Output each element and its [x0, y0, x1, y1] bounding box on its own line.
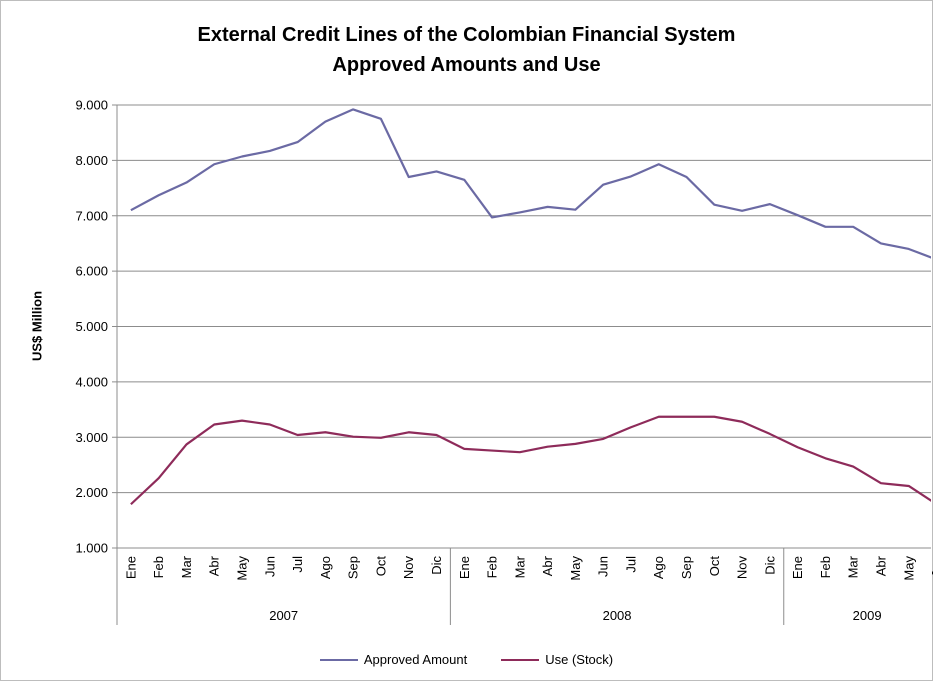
x-tick-label-month: Mar	[512, 555, 527, 578]
legend-label-approved: Approved Amount	[363, 652, 468, 667]
x-tick-label-month: Jul	[623, 556, 638, 573]
chart-title-line-2: Approved Amounts and Use	[332, 54, 601, 76]
x-tick-label-month: Oct	[373, 556, 388, 577]
legend-item-approved: Approved Amount	[319, 652, 468, 667]
y-tick-label: 1.000	[75, 541, 108, 556]
series-line-use-stock	[130, 415, 931, 506]
x-tick-label-month: Feb	[818, 556, 833, 578]
gridlines	[117, 104, 931, 549]
x-tick-label-month: Jun	[596, 556, 611, 577]
y-tick-label: 6.000	[75, 264, 108, 279]
legend-swatch-approved	[319, 658, 358, 661]
x-tick-label-month: Nov	[735, 556, 750, 580]
x-tick-label-month: Abr	[207, 555, 222, 576]
x-tick-label-month: Jun	[262, 556, 277, 577]
axes	[112, 104, 785, 625]
x-tick-label-month: Ago	[318, 556, 333, 579]
x-tick-label-month: Ene	[457, 556, 472, 579]
y-tick-label: 2.000	[75, 485, 108, 500]
series-line-approved-amount	[130, 108, 931, 259]
y-tick-label: 3.000	[75, 430, 108, 445]
chart-title-line-1: External Credit Lines of the Colombian F…	[197, 24, 736, 46]
y-tick-label: 5.000	[75, 319, 108, 334]
legend-label-use: Use (Stock)	[545, 652, 614, 667]
x-tick-label-month: Abr	[540, 555, 555, 576]
x-tick-label-month: May	[235, 556, 250, 581]
x-tick-label-year: 2008	[603, 608, 632, 623]
x-tick-label-month: Ene	[790, 556, 805, 579]
x-tick-label-month: Ago	[651, 556, 666, 579]
x-tick-label-month: Sep	[346, 556, 361, 579]
x-tick-labels: Ene Feb Mar Abr May Jun Jul Ago Sep Oct Nov Dic Ene F…	[123, 555, 933, 623]
series-lines	[130, 108, 931, 506]
legend: Approved Amount Use (Stock)	[0, 652, 933, 667]
y-tick-label: 7.000	[75, 208, 108, 223]
x-tick-label-month: Oct	[707, 556, 722, 577]
x-tick-label-month: Feb	[151, 556, 166, 578]
y-tick-label: 8.000	[75, 153, 108, 168]
x-tick-label-month: Jul	[290, 556, 305, 573]
x-tick-label-month: May	[901, 556, 916, 581]
x-tick-label-month: Dic	[429, 556, 444, 575]
x-tick-label-month: Feb	[485, 556, 500, 578]
x-tick-label-month: Mar	[846, 555, 861, 578]
x-tick-label-year: 2009	[853, 608, 882, 623]
chart-title: External Credit Lines of the Colombian F…	[0, 20, 933, 80]
legend-item-use: Use (Stock)	[501, 652, 613, 667]
x-tick-label-month: Sep	[679, 556, 694, 579]
y-tick-labels: 9.000 8.000 7.000 6.000 5.000 4.000 3.000 2.000…	[75, 98, 108, 556]
x-tick-label-year: 2007	[269, 608, 298, 623]
x-tick-label-month: Dic	[762, 556, 777, 575]
x-tick-label-month: Ene	[123, 556, 138, 579]
x-tick-label-month: Mar	[179, 555, 194, 578]
y-tick-label: 9.000	[75, 98, 108, 113]
x-tick-label-month: Jun	[929, 556, 933, 577]
x-tick-label-month: May	[568, 556, 583, 581]
y-tick-label: 4.000	[75, 374, 108, 389]
x-tick-label-month: Nov	[401, 556, 416, 580]
legend-swatch-use	[501, 658, 540, 661]
x-tick-label-month: Abr	[873, 555, 888, 576]
